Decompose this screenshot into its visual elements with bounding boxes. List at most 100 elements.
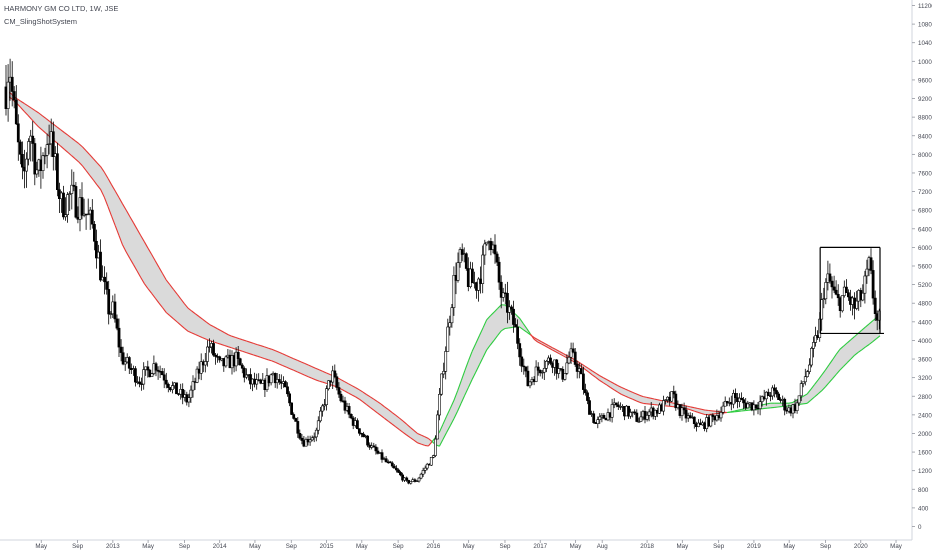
candle-body xyxy=(784,399,786,410)
candle-body xyxy=(367,436,369,445)
candle-body xyxy=(512,309,514,324)
candle-body xyxy=(866,269,868,276)
y-tick-label: 2000 xyxy=(918,431,932,438)
candle xyxy=(175,383,177,394)
candle xyxy=(810,347,812,368)
candle-body xyxy=(775,391,777,395)
candle-body xyxy=(693,417,695,424)
candle-body xyxy=(743,400,745,403)
candle-body xyxy=(385,459,387,462)
candle-body xyxy=(747,404,749,408)
x-tick-label: May xyxy=(676,543,689,550)
x-tick-label: May xyxy=(249,543,262,550)
candle-body xyxy=(321,406,323,411)
candle-body xyxy=(28,142,30,160)
candle-body xyxy=(471,269,473,283)
y-tick-label: 4800 xyxy=(918,301,932,308)
candle-body xyxy=(34,144,36,175)
candle-body xyxy=(299,433,301,438)
y-tick-label: 8400 xyxy=(918,133,932,140)
candle-body xyxy=(837,294,839,298)
x-tick-label: Sep xyxy=(72,543,84,550)
candle-body xyxy=(278,379,280,381)
candle-body xyxy=(755,405,757,408)
candle-body xyxy=(52,132,54,157)
candle-body xyxy=(311,438,313,440)
candle-body xyxy=(106,282,108,290)
candle-body xyxy=(167,384,169,387)
candle-body xyxy=(515,325,517,328)
indicator-label[interactable]: CM_SlingShotSystem xyxy=(4,17,77,26)
y-tick-label: 5200 xyxy=(918,282,932,289)
candle-body xyxy=(870,258,872,271)
y-tick-label: 3200 xyxy=(918,375,932,382)
candle-body xyxy=(422,470,424,474)
candle-body xyxy=(291,403,293,415)
ema-fast-segment xyxy=(789,403,793,404)
candle-body xyxy=(32,136,34,143)
candle-body xyxy=(46,145,48,156)
candle-body xyxy=(465,254,467,269)
candle-body xyxy=(804,377,806,382)
candle-body xyxy=(239,359,241,365)
candle-body xyxy=(295,418,297,421)
candle-body xyxy=(338,388,340,395)
candle-body xyxy=(206,347,208,362)
candle-body xyxy=(11,77,13,91)
candle-body xyxy=(225,357,227,366)
candle-body xyxy=(496,254,498,262)
ema-slow-segment xyxy=(691,407,695,408)
candle-body xyxy=(537,367,539,370)
candle-body xyxy=(163,375,165,380)
candle-body xyxy=(872,270,874,298)
candle-body xyxy=(128,358,130,369)
candle-body xyxy=(796,403,798,411)
candle-body xyxy=(114,302,116,319)
candle-body xyxy=(151,374,153,377)
candle xyxy=(564,373,566,381)
candle-body xyxy=(293,415,295,419)
candle-body xyxy=(588,401,590,415)
candle-body xyxy=(445,351,447,371)
candle-body xyxy=(582,374,584,390)
candle-body xyxy=(449,323,451,327)
y-tick-label: 1600 xyxy=(918,450,932,457)
candle-body xyxy=(301,438,303,440)
candle-body xyxy=(800,384,802,396)
ema-slow-segment xyxy=(698,409,702,410)
x-tick-label: Sep xyxy=(286,543,298,550)
candle xyxy=(441,373,443,395)
candle-body xyxy=(62,193,64,217)
candle-body xyxy=(636,413,638,422)
candle xyxy=(239,358,241,366)
candle-body xyxy=(568,357,570,363)
candle-body xyxy=(451,308,453,323)
x-tick-label: May xyxy=(463,543,476,550)
y-tick-label: 5600 xyxy=(918,264,932,271)
candle-body xyxy=(108,289,110,314)
candle-body xyxy=(334,371,336,377)
candle-body xyxy=(104,277,106,282)
x-tick-label: Sep xyxy=(499,543,511,550)
y-tick-label: 6800 xyxy=(918,208,932,215)
candle-body xyxy=(821,300,823,319)
x-tick-label: Sep xyxy=(393,543,405,550)
x-tick-label: Aug xyxy=(597,543,609,550)
candle-body xyxy=(418,478,420,481)
chart-title: HARMONY GM CO LTD, 1W, JSE xyxy=(4,4,118,13)
x-tick-label: 2013 xyxy=(106,543,120,550)
candle-body xyxy=(356,421,358,429)
y-tick-label: 3600 xyxy=(918,357,932,364)
y-tick-label: 6400 xyxy=(918,226,932,233)
y-tick-label: 6000 xyxy=(918,245,932,252)
candle-body xyxy=(56,154,58,190)
ema-slow-segment xyxy=(800,404,804,405)
candle-body xyxy=(192,382,194,391)
candle-body xyxy=(171,386,173,390)
candle-body xyxy=(155,364,157,371)
candle-body xyxy=(646,415,648,419)
y-tick-label: 11200 xyxy=(918,3,932,10)
y-tick-label: 9600 xyxy=(918,77,932,84)
